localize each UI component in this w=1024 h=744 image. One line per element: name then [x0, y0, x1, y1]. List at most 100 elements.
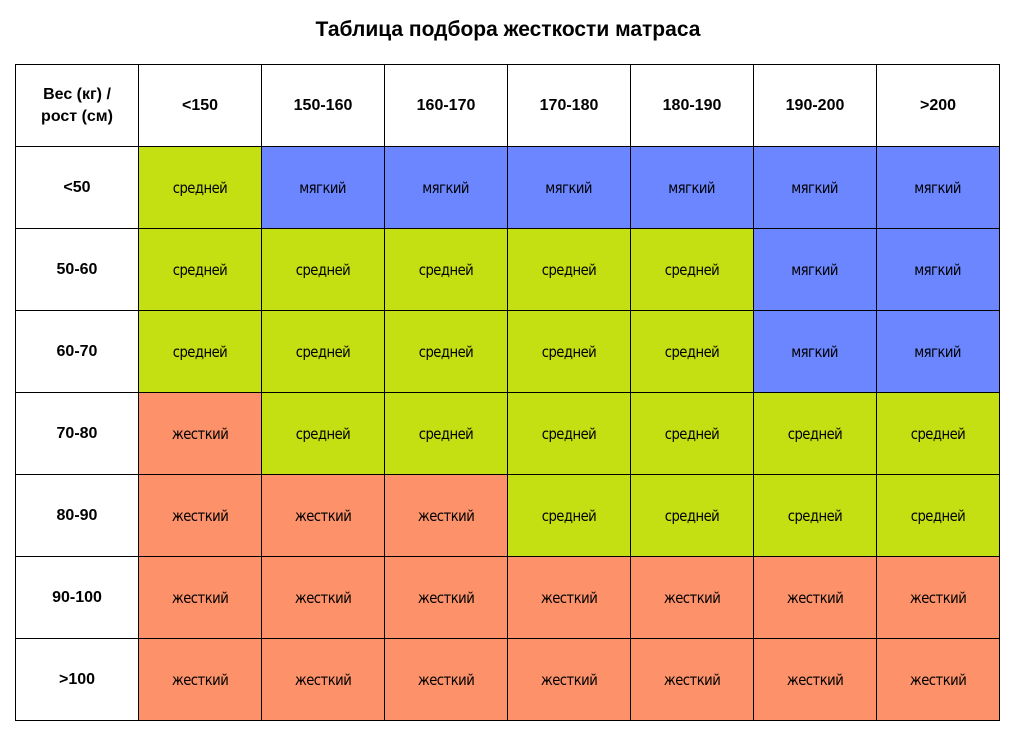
firmness-cell-hard: жесткий — [630, 556, 754, 639]
column-header: 180-190 — [630, 64, 754, 147]
firmness-cell-soft: мягкий — [384, 146, 508, 229]
firmness-cell-hard: жесткий — [384, 474, 508, 557]
firmness-cell-medium: средней — [753, 474, 877, 557]
firmness-label: средней — [541, 260, 597, 279]
firmness-label: средней — [664, 260, 720, 279]
firmness-cell-hard: жесткий — [876, 556, 1000, 639]
firmness-label: средней — [295, 260, 351, 279]
firmness-cell-medium: средней — [507, 392, 631, 475]
firmness-cell-medium: средней — [507, 474, 631, 557]
firmness-cell-soft: мягкий — [630, 146, 754, 229]
firmness-cell-medium: средней — [261, 310, 385, 393]
firmness-table: Вес (кг) / рост (см) <150 150-160 160-17… — [15, 64, 1000, 721]
firmness-cell-hard: жесткий — [507, 638, 631, 721]
firmness-label: жесткий — [663, 670, 721, 689]
firmness-label: жесткий — [540, 670, 598, 689]
firmness-label: жесткий — [294, 506, 352, 525]
firmness-label: жесткий — [171, 424, 229, 443]
firmness-cell-medium: средней — [384, 392, 508, 475]
firmness-label: средней — [787, 506, 843, 525]
firmness-cell-soft: мягкий — [876, 310, 1000, 393]
page-title: Таблица подбора жесткости матраса — [315, 18, 701, 41]
firmness-cell-hard: жесткий — [384, 638, 508, 721]
row-header: <50 — [15, 146, 139, 229]
firmness-label: средней — [172, 342, 228, 361]
firmness-cell-hard: жесткий — [261, 556, 385, 639]
row-header: 60-70 — [15, 310, 139, 393]
firmness-cell-hard: жесткий — [261, 638, 385, 721]
firmness-label: жесткий — [294, 588, 352, 607]
firmness-label: мягкий — [791, 178, 839, 197]
firmness-label: средней — [664, 342, 720, 361]
firmness-label: средней — [418, 424, 474, 443]
firmness-cell-medium: средней — [876, 474, 1000, 557]
firmness-label: мягкий — [545, 178, 593, 197]
firmness-label: мягкий — [299, 178, 347, 197]
firmness-cell-medium: средней — [630, 228, 754, 311]
firmness-cell-medium: средней — [507, 228, 631, 311]
firmness-cell-hard: жесткий — [753, 638, 877, 721]
column-header: 150-160 — [261, 64, 385, 147]
firmness-label: жесткий — [786, 670, 844, 689]
column-header: 170-180 — [507, 64, 631, 147]
firmness-cell-hard: жесткий — [630, 638, 754, 721]
firmness-cell-medium: средней — [384, 228, 508, 311]
firmness-label: мягкий — [914, 178, 962, 197]
firmness-label: мягкий — [422, 178, 470, 197]
firmness-cell-medium: средней — [630, 310, 754, 393]
firmness-cell-soft: мягкий — [753, 228, 877, 311]
firmness-label: жесткий — [786, 588, 844, 607]
firmness-label: средней — [541, 424, 597, 443]
table-header-row: Вес (кг) / рост (см) <150 150-160 160-17… — [15, 64, 1000, 147]
table-row: <50 средней мягкий мягкий мягкий мягкий мягкий… — [15, 146, 1000, 229]
firmness-cell-medium: средней — [507, 310, 631, 393]
firmness-cell-soft: мягкий — [753, 310, 877, 393]
firmness-cell-medium: средней — [138, 146, 262, 229]
row-header: >100 — [15, 638, 139, 721]
firmness-cell-hard: жесткий — [138, 638, 262, 721]
firmness-cell-medium: средней — [384, 310, 508, 393]
table-row: 90-100 жесткий жесткий жесткий жесткий жестки… — [15, 556, 1000, 639]
firmness-cell-soft: мягкий — [876, 228, 1000, 311]
firmness-cell-medium: средней — [630, 392, 754, 475]
firmness-label: средней — [664, 424, 720, 443]
firmness-label: жесткий — [909, 670, 967, 689]
firmness-cell-soft: мягкий — [876, 146, 1000, 229]
firmness-cell-hard: жесткий — [138, 392, 262, 475]
firmness-label: жесткий — [171, 506, 229, 525]
firmness-label: средней — [418, 342, 474, 361]
firmness-label: мягкий — [914, 342, 962, 361]
row-header: 70-80 — [15, 392, 139, 475]
firmness-cell-medium: средней — [876, 392, 1000, 475]
firmness-label: средней — [172, 178, 228, 197]
firmness-cell-hard: жесткий — [138, 474, 262, 557]
firmness-label: мягкий — [668, 178, 716, 197]
firmness-label: жесткий — [294, 670, 352, 689]
firmness-label: средней — [418, 260, 474, 279]
firmness-label: жесткий — [417, 588, 475, 607]
firmness-label: жесткий — [417, 506, 475, 525]
column-header: >200 — [876, 64, 1000, 147]
firmness-label: жесткий — [909, 588, 967, 607]
firmness-label: средней — [172, 260, 228, 279]
firmness-label: жесткий — [663, 588, 721, 607]
firmness-label: мягкий — [791, 342, 839, 361]
firmness-cell-medium: средней — [138, 310, 262, 393]
firmness-cell-soft: мягкий — [507, 146, 631, 229]
corner-header-cell: Вес (кг) / рост (см) — [15, 64, 139, 147]
firmness-label: средней — [541, 342, 597, 361]
firmness-cell-medium: средней — [261, 392, 385, 475]
firmness-cell-medium: средней — [261, 228, 385, 311]
firmness-label: жесткий — [171, 588, 229, 607]
firmness-cell-soft: мягкий — [261, 146, 385, 229]
firmness-label: средней — [787, 424, 843, 443]
firmness-label: средней — [295, 342, 351, 361]
firmness-cell-medium: средней — [753, 392, 877, 475]
table-body: <50 средней мягкий мягкий мягкий мягкий мягкий… — [15, 146, 1000, 721]
firmness-label: средней — [910, 506, 966, 525]
firmness-label: средней — [541, 506, 597, 525]
corner-header-height: рост (см) — [41, 107, 113, 125]
firmness-label: жесткий — [540, 588, 598, 607]
firmness-cell-hard: жесткий — [138, 556, 262, 639]
corner-header-weight: Вес (кг) / — [43, 85, 111, 103]
